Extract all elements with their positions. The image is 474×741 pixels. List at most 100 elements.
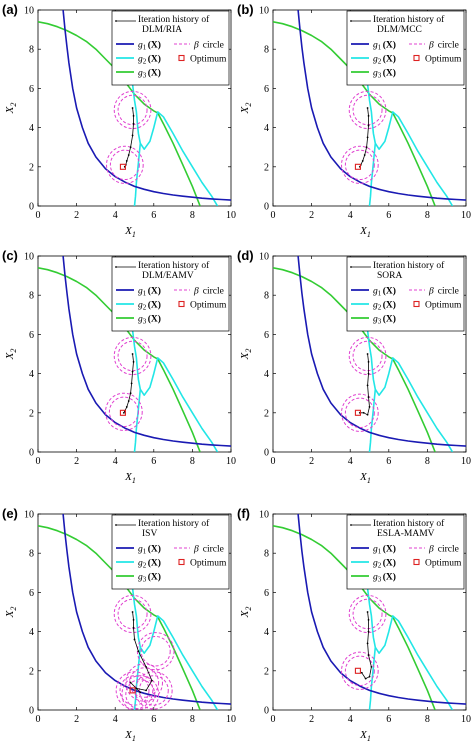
g1-curve (297, 10, 466, 201)
x-tick-label: 0 (36, 210, 41, 221)
chart-panel-c: 00 2 2 4 4 6 6 8 8 10 10 X1 X2 (c) Iteration history o… (2, 248, 236, 485)
g2-tail-curve (368, 647, 377, 710)
plot-area (273, 10, 466, 206)
x-axis-label: X1 (359, 471, 371, 485)
iteration-point (145, 665, 147, 668)
x-tick-label: 6 (386, 714, 391, 725)
legend-optimum-label: Optimum (190, 301, 227, 311)
y-axis-label: X2 (4, 607, 18, 619)
beta-circle (344, 655, 375, 686)
x-tick-label: 10 (461, 456, 471, 467)
y-tick-label: 6 (264, 330, 269, 341)
y-tick-label: 10 (259, 510, 269, 521)
panel-label: (f) (237, 506, 250, 521)
iteration-point (127, 154, 130, 156)
legend-method-name: SORA (377, 271, 402, 281)
x-tick-label: 10 (461, 714, 471, 725)
legend-g1-label: g1 (X) (373, 286, 396, 298)
beta-circle (348, 594, 387, 634)
beta-circle (113, 336, 152, 376)
iteration-point (137, 650, 140, 653)
y-axis-label: X2 (239, 349, 253, 361)
y-tick-label: 10 (259, 6, 269, 17)
legend-g1-label: g1 (X) (138, 544, 161, 556)
beta-circle (117, 598, 148, 630)
x-tick-label: 2 (74, 456, 79, 467)
iteration-point (362, 411, 365, 414)
legend-method-name: DLM/RIA (142, 25, 182, 35)
iteration-point (127, 400, 130, 402)
x-tick-label: 6 (386, 456, 391, 467)
chart-panel-f: 00 2 2 4 4 6 6 8 8 10 10 X1 X2 (f) Iteration history o… (237, 506, 471, 741)
legend-optimum-swatch (178, 558, 185, 566)
beta-circle (129, 667, 160, 698)
y-tick-label: 0 (264, 202, 269, 213)
legend-g1-label: g1 (X) (138, 286, 161, 298)
x-tick-label: 10 (226, 456, 236, 467)
legend-optimum-swatch (413, 558, 420, 566)
beta-circle (109, 149, 140, 181)
plot-area (38, 10, 231, 206)
g2-curve (366, 330, 454, 452)
beta-circle (113, 594, 152, 634)
panel-label: (c) (2, 248, 18, 263)
x-tick-label: 0 (271, 210, 276, 221)
beta-circle (352, 340, 383, 372)
x-tick-label: 8 (190, 714, 195, 725)
g2-curve (366, 588, 454, 710)
y-tick-label: 2 (264, 408, 269, 419)
legend-history-dot (115, 266, 117, 268)
iteration-point (129, 392, 132, 395)
iteration-point (131, 107, 134, 109)
iteration-point (366, 611, 369, 613)
iteration-point (130, 382, 133, 385)
legend-beta-label: β circle (193, 287, 224, 297)
legend-g2-label: g2 (X) (138, 558, 161, 570)
iteration-point (145, 689, 147, 692)
y-tick-label: 0 (264, 706, 269, 717)
x-tick-label: 2 (309, 456, 314, 467)
y-tick-label: 10 (24, 252, 34, 263)
legend-g1-label: g1 (X) (373, 544, 396, 556)
g2-tail-curve (368, 143, 377, 206)
legend-history-dot (350, 524, 352, 526)
chart-panel-b: 00 2 2 4 4 6 6 8 8 10 10 X1 X2 (b) Iteration history o… (237, 2, 471, 239)
x-tick-label: 2 (74, 714, 79, 725)
y-tick-label: 0 (29, 202, 34, 213)
x-tick-label: 10 (226, 714, 236, 725)
x-tick-label: 8 (425, 210, 430, 221)
y-tick-label: 6 (29, 588, 34, 599)
beta-circle (348, 90, 387, 130)
x-axis-label: X1 (124, 729, 136, 741)
optimum-marker (119, 163, 126, 170)
legend-g3-label: g3 (X) (138, 314, 161, 326)
beta-circle (352, 94, 383, 126)
iteration-point (367, 654, 370, 657)
y-axis-label: X2 (4, 103, 18, 115)
y-tick-label: 0 (29, 448, 34, 459)
panel-label: (e) (2, 506, 18, 521)
y-tick-label: 10 (259, 252, 269, 263)
legend-history-label: Iteration history of (373, 260, 445, 271)
beta-circle (119, 675, 150, 706)
legend-optimum-label: Optimum (425, 55, 462, 65)
plot-area (38, 514, 231, 710)
x-tick-label: 8 (190, 456, 195, 467)
iteration-point (367, 114, 370, 117)
x-tick-label: 2 (309, 210, 314, 221)
iteration-point (364, 677, 367, 680)
legend-history-label: Iteration history of (138, 260, 210, 271)
y-tick-label: 4 (29, 369, 34, 380)
beta-circle (105, 392, 143, 431)
beta-circle (113, 90, 152, 130)
optimum-marker (354, 409, 361, 416)
iteration-point (360, 671, 363, 674)
legend-method-name: ESLA-MAMV (377, 529, 435, 539)
y-axis-label: X2 (239, 607, 253, 619)
optimum-marker (354, 667, 361, 674)
legend-history-dot (350, 20, 352, 22)
optimum-marker (129, 687, 136, 694)
iteration-point (132, 360, 135, 363)
